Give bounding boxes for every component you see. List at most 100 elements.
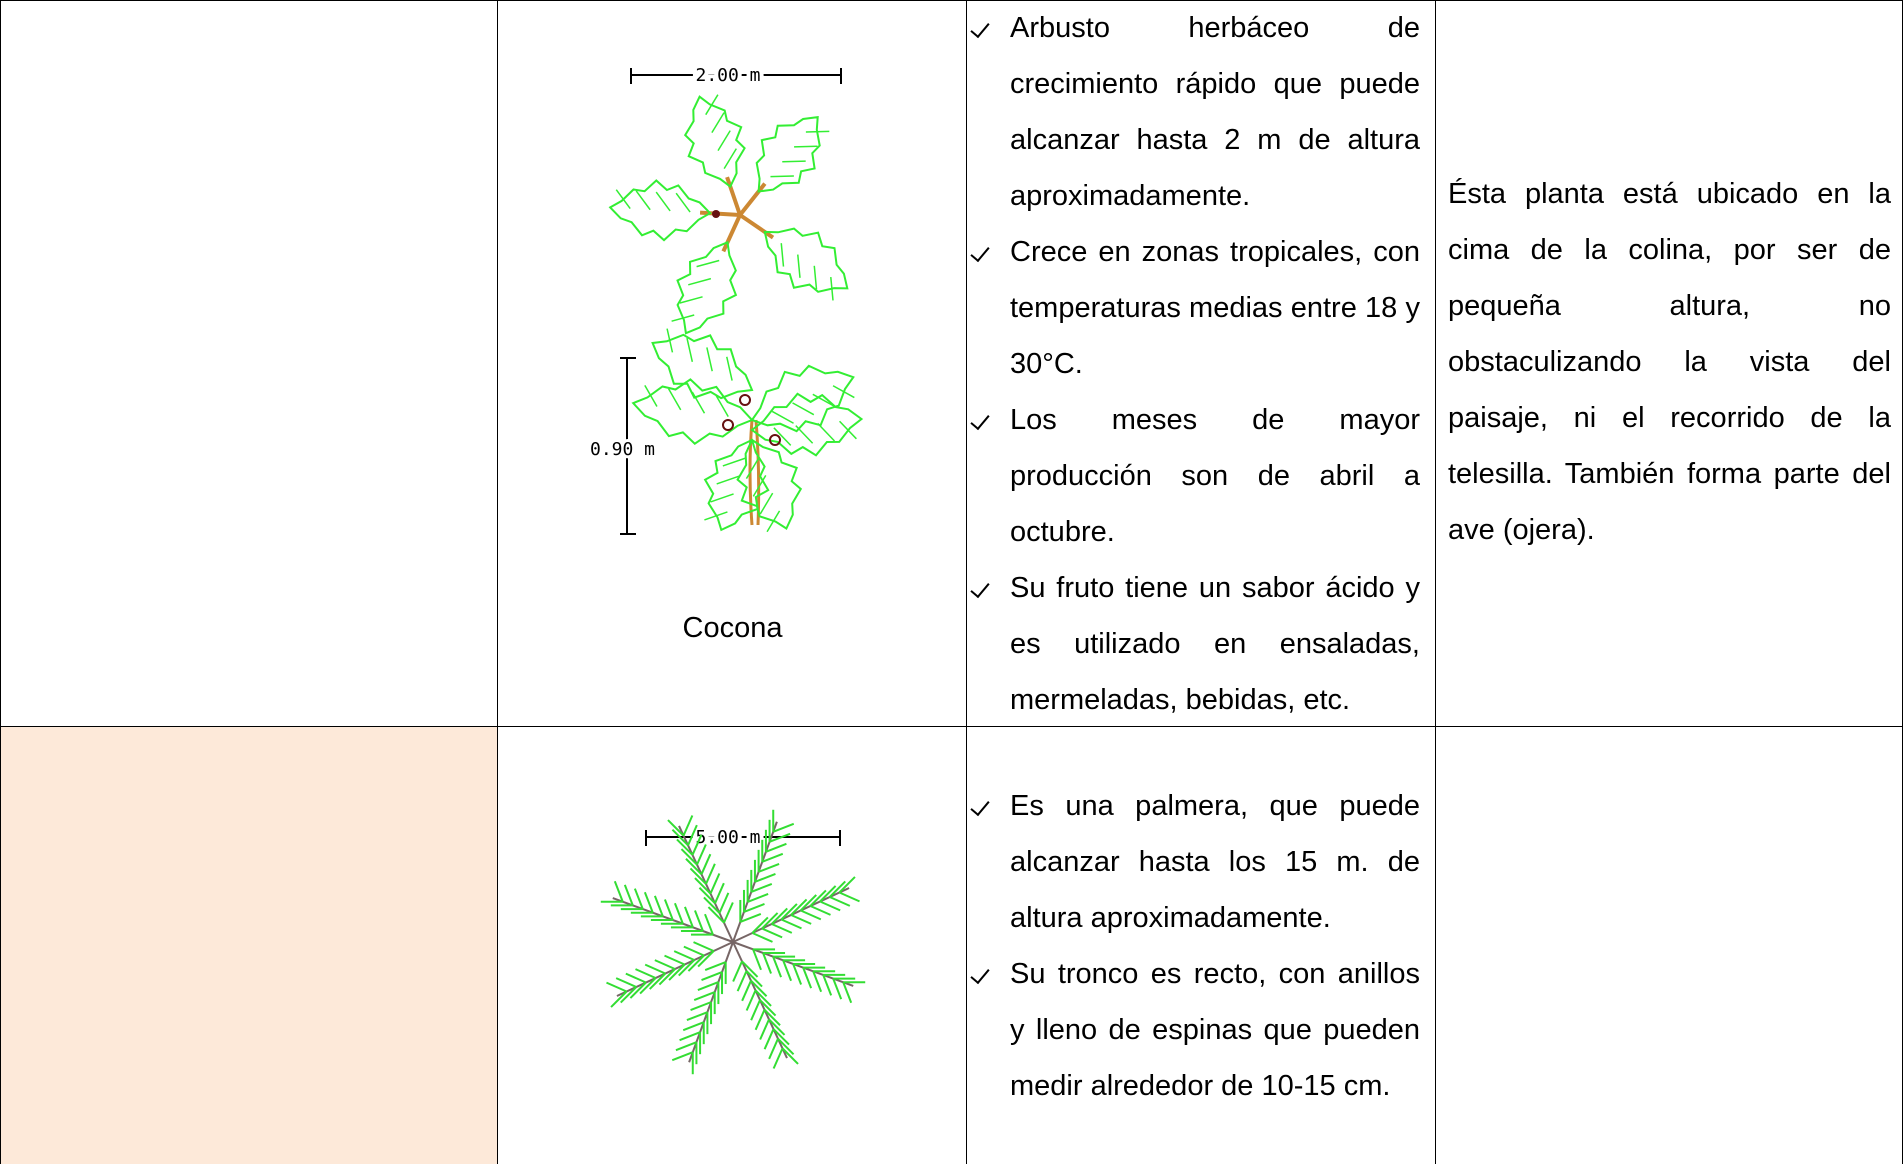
leaf-vein [817, 422, 836, 442]
frond-leaflet [635, 968, 657, 979]
cell [0, 727, 498, 1164]
leaf-vein [759, 492, 774, 515]
frond-leaflet [842, 981, 853, 1004]
frond-leaflet [754, 872, 776, 883]
frond-leaflet [723, 902, 734, 924]
frond-leaflet [682, 1021, 705, 1032]
frond-leaflet [838, 876, 856, 894]
frond-leaflet [745, 970, 763, 988]
leaf [750, 392, 864, 457]
leaf [608, 179, 712, 242]
plant-name: Cocona [682, 612, 783, 644]
leaf-vein [752, 475, 767, 497]
leaf [676, 240, 738, 335]
frond-leaflet [682, 815, 694, 837]
frond-leaflet [759, 999, 777, 1017]
frond-leaflet [761, 852, 784, 863]
frond-leaflet [761, 927, 783, 939]
frond-leaflet [663, 899, 674, 921]
leaf-vein [830, 277, 834, 301]
frond-leaflet [700, 853, 712, 875]
frond-leaflet [667, 819, 685, 837]
frond-leaflet [809, 905, 831, 916]
frond-leaflet [772, 1028, 790, 1046]
frond-leaflet [697, 950, 715, 968]
frond-leaflet [701, 971, 723, 981]
leaf-vein [671, 314, 695, 322]
frond-leaflet [664, 954, 686, 966]
frond-leaflet [777, 1038, 795, 1055]
stem [738, 182, 767, 217]
frond-leaflet [675, 1041, 697, 1052]
frond-leaflet [771, 923, 793, 934]
frond-leaflet [633, 888, 644, 910]
frond-leaflet [769, 832, 791, 843]
frond-leaflet [758, 862, 780, 873]
leaf-vein [805, 130, 830, 133]
frond-leaflet [765, 842, 787, 853]
frond-leaflet [629, 981, 647, 999]
frond-leaflet [606, 981, 628, 993]
cell [0, 0, 498, 727]
leaf-vein [766, 510, 781, 533]
frond-leaflet [800, 909, 822, 921]
leaf-vein [675, 192, 691, 213]
frond-leaflet [781, 1047, 799, 1065]
frond-leaflet [686, 1011, 708, 1022]
frond-leaflet [683, 945, 705, 957]
frond-leaflet [644, 963, 666, 975]
frond-leaflet [754, 1009, 766, 1031]
frond-leaflet [668, 963, 686, 981]
leaf-vein [704, 511, 728, 521]
frond-leaflet [822, 974, 833, 996]
frond-leaflet [623, 884, 634, 906]
frond-leaflet [762, 952, 772, 974]
frond-leaflet [751, 932, 773, 943]
frond-leaflet [704, 961, 727, 971]
leaf-vein [686, 337, 694, 362]
leaf-vein [745, 457, 760, 480]
frond-leaflet [732, 960, 743, 982]
characteristic: Es una palmera, que puede alcanzar hasta… [967, 778, 1420, 946]
frond-leaflet [673, 950, 695, 961]
frond-leaflet [685, 858, 703, 876]
leaf-vein [723, 148, 737, 170]
frond-leaflet [615, 977, 637, 988]
frond-leaflet [684, 906, 694, 928]
frond-leaflet [625, 972, 647, 984]
fruit [712, 210, 720, 218]
leaf-vein [706, 347, 713, 372]
frond-leaflet [770, 907, 788, 925]
characteristic: Arbusto herbáceo de crecimiento rápido q… [967, 0, 1420, 224]
frond-leaflet [768, 1018, 786, 1036]
frond-leaflet [829, 880, 846, 898]
frond-leaflet [750, 979, 768, 997]
dimension-lines [620, 68, 842, 846]
frond-leaflet [654, 959, 676, 970]
frond-leaflet [643, 891, 654, 914]
frond-leaflet [694, 910, 704, 932]
frond-leaflet [747, 893, 769, 903]
characteristic: Los meses de mayor producción son de abr… [967, 392, 1420, 560]
frond-leaflet [780, 903, 798, 921]
leaf-vein [832, 385, 855, 399]
fruit [769, 434, 781, 446]
frond-leaflet [687, 824, 698, 846]
frond-leaflet [819, 885, 837, 903]
frond-leaflet [673, 902, 684, 925]
frond-leaflet [772, 1047, 784, 1069]
frond-leaflet [687, 954, 705, 972]
characteristics: Arbusto herbáceo de crecimiento rápido q… [967, 0, 1420, 728]
leaf-vein [771, 410, 794, 424]
frond-leaflet [736, 970, 748, 992]
frond-leaflet [653, 895, 664, 917]
leaf-vein [615, 189, 631, 210]
frond-leaflet [809, 889, 827, 907]
frond-leaflet [658, 968, 676, 986]
frond-leaflet [743, 903, 765, 913]
frond-leaflet [620, 986, 637, 1004]
frond-leaflet [751, 916, 769, 934]
frond-leaflet [772, 956, 782, 978]
fruit [739, 394, 751, 406]
